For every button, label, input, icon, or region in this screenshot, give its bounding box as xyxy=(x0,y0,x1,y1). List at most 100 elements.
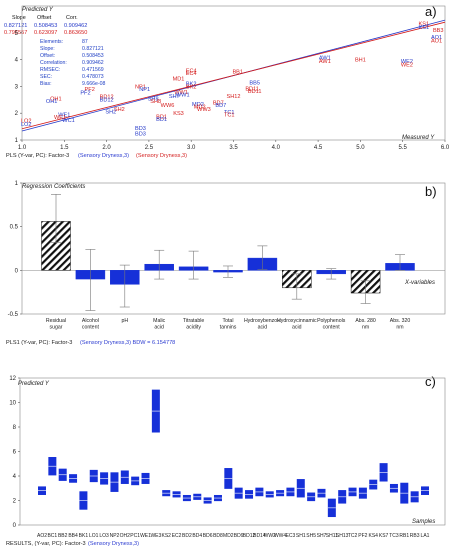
sample-label: SH7 xyxy=(317,533,327,539)
scatter-point-label: BD3 xyxy=(135,126,146,132)
y-tick-label: 2 xyxy=(15,111,19,117)
scatter-point-label: SH2 xyxy=(114,107,125,113)
panel-c-footer-blue: (Sensory Dryness,3) xyxy=(88,541,139,547)
category-label: Hydroxybenzoic xyxy=(244,318,281,324)
sample-label: BD6 xyxy=(203,533,213,539)
category-label: content xyxy=(323,325,341,331)
scatter-point-label: BD1 xyxy=(156,117,167,123)
sample-label: PC1 xyxy=(130,533,140,539)
sample-label: WW2 xyxy=(264,533,276,539)
scatter-point-label: PF2 xyxy=(80,90,90,96)
panel-a-xlabel: Measured Y xyxy=(402,135,435,141)
stat-value: 87 xyxy=(82,39,88,45)
scatter-point-label: BD7 xyxy=(215,103,226,109)
sample-label: SH5 xyxy=(306,533,316,539)
scatter-point-label: BD12 xyxy=(100,97,114,103)
category-label: acid xyxy=(292,325,302,331)
scatter-point-label: WE2 xyxy=(401,59,413,65)
sample-label: LO1 xyxy=(89,533,99,539)
sample-label: NP2 xyxy=(110,533,120,539)
scatter-point-label: PF2 xyxy=(85,87,95,93)
scatter-point-label: OH1 xyxy=(46,99,58,105)
regression-line xyxy=(21,21,446,130)
panel-a-footer-blue: (Sensory Dryness,3) xyxy=(78,153,129,159)
table-row2-offset: 0.623097 xyxy=(34,30,57,36)
x-tick-label: 2.0 xyxy=(102,145,111,151)
scatter-point-label: BB5 xyxy=(249,80,260,86)
category-label: nm xyxy=(396,325,403,331)
table-row1-slope: 0.827121 xyxy=(4,23,27,29)
category-label: Residual xyxy=(46,318,66,324)
sample-label: RB1 xyxy=(399,533,409,539)
panel-b-bar: b) Regression Coefficients X-variables -… xyxy=(6,181,446,346)
category-label: pH xyxy=(121,318,128,324)
sample-label: PF2 xyxy=(358,533,367,539)
scatter-point-label: BD1 xyxy=(156,114,167,120)
table-row1-offset: 0.508453 xyxy=(34,23,57,29)
table-header-corr: Corr. xyxy=(66,15,78,21)
stat-label: Slope: xyxy=(40,46,55,52)
scatter-point-label: BK2 xyxy=(186,82,197,88)
scatter-point-label: BB1 xyxy=(232,70,243,76)
table-row1-corr: 0.909462 xyxy=(64,23,87,29)
sample-label: SH11 xyxy=(326,533,338,539)
panel-c-ylabel: Predicted Y xyxy=(18,381,50,387)
scatter-point-label: SH8 xyxy=(150,99,161,105)
category-label: Malic xyxy=(153,318,166,324)
sample-label: KS7 xyxy=(379,533,389,539)
panel-a-footer-red: (Sensory Dryness,3) xyxy=(136,153,187,159)
stat-value: 0.827121 xyxy=(82,46,104,52)
stat-value: 0.478073 xyxy=(82,74,104,80)
x-tick-label: 3.0 xyxy=(187,145,196,151)
category-label: content xyxy=(82,325,100,331)
table-row2-corr: 0.863650 xyxy=(64,30,87,36)
scatter-point-label: WC1 xyxy=(62,118,74,124)
sample-label: SH13 xyxy=(336,533,349,539)
sample-label: KS2 xyxy=(161,533,171,539)
sample-label: KS4 xyxy=(369,533,379,539)
y-tick-label: 8 xyxy=(13,425,17,431)
panel-a-letter: a) xyxy=(425,4,437,19)
stat-value: 0.909462 xyxy=(82,60,104,66)
panel-c-axes: 0 2 4 6 8 10 12 xyxy=(9,376,446,529)
scatter-point-label: BK2 xyxy=(186,84,197,90)
x-tick-label: 5.0 xyxy=(356,145,365,151)
panel-c-letter: c) xyxy=(425,374,436,389)
y-tick-label: 6 xyxy=(13,450,17,456)
stats-block: Elements: 87 Slope: 0.827121 Offset: 0.5… xyxy=(40,39,105,87)
stat-label: Elements: xyxy=(40,39,63,45)
scatter-point-label: BD3 xyxy=(135,131,146,137)
y-tick-label: 10 xyxy=(9,401,16,407)
scatter-point-label: WW3 xyxy=(197,107,211,113)
sample-label: BD12 xyxy=(243,533,256,539)
stat-value: 0.471569 xyxy=(82,67,104,73)
scatter-point-label: EC4 xyxy=(186,68,197,74)
sample-label: EC2 xyxy=(172,533,182,539)
stat-label: SEC: xyxy=(40,74,52,80)
panel-a-footer-prefix: PLS (Y-var, PC): Factor-3 xyxy=(6,153,69,159)
y-tick-label: 0.5 xyxy=(10,225,19,231)
scatter-point-label: WW1 xyxy=(176,92,190,98)
scatter-point-label: AO1 xyxy=(431,35,442,41)
scatter-point-label: AW1 xyxy=(319,55,331,61)
scatter-point-label: SH8 xyxy=(148,96,159,102)
y-tick-label: 0 xyxy=(13,523,17,529)
sample-label: BD9 xyxy=(234,533,244,539)
panel-a-axes: 1.0 1.5 2.0 2.5 3.0 3.5 4.0 4.5 5.0 5.5 6.0 1 2 3 4 5 xyxy=(15,5,450,151)
scatter-point-label: BD7 xyxy=(213,100,224,106)
panel-b-footer-blue: (Sensory Dryness,3) BDW = 6.154778 xyxy=(80,340,175,346)
x-tick-label: 1.0 xyxy=(18,145,27,151)
x-tick-label: 3.5 xyxy=(229,145,238,151)
x-tick-label: 4.5 xyxy=(314,145,323,151)
panel-a-scatter: a) Predicted Y Measured Y Slope Offset C… xyxy=(4,4,450,159)
scatter-point-label: KS3 xyxy=(173,111,184,117)
scatter-point-label: OH1 xyxy=(50,96,62,102)
scatter-point-label: AW1 xyxy=(319,59,331,65)
scatter-point-label: BD11 xyxy=(245,87,259,93)
sample-label: BK1 xyxy=(79,533,89,539)
stat-label: Offset: xyxy=(40,53,55,59)
category-label: Abs. 320 xyxy=(390,318,411,324)
